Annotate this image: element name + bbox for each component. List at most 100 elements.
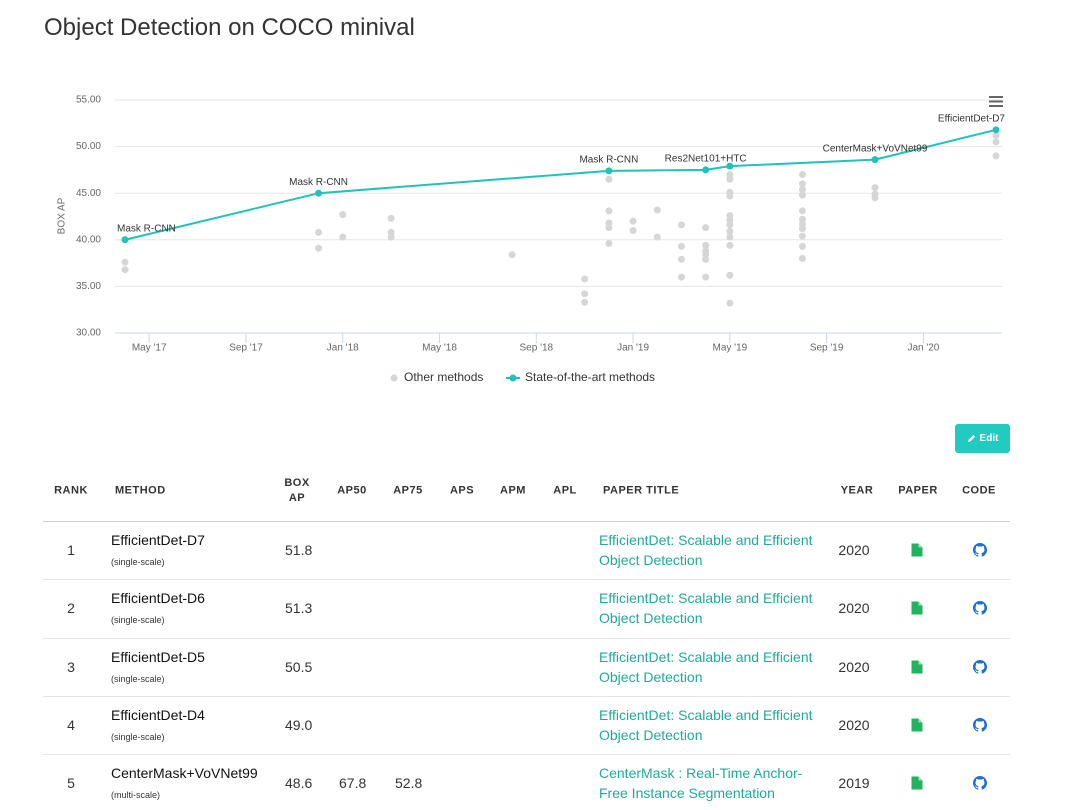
y-tick-label: 35.00 xyxy=(76,281,101,292)
point-label: EfficientDet-D7 xyxy=(938,113,1006,124)
point xyxy=(677,255,685,263)
point xyxy=(653,233,661,241)
legend-item[interactable]: State-of-the-art methods xyxy=(506,370,655,384)
point xyxy=(992,131,1000,139)
method-name[interactable]: EfficientDet-D7 xyxy=(111,532,205,548)
point-label: Res2Net101+HTC xyxy=(665,154,747,165)
column-header: BOX AP xyxy=(284,477,310,504)
code-icon[interactable] xyxy=(973,718,987,732)
rank: 5 xyxy=(67,775,75,791)
ap75: 52.8 xyxy=(395,775,423,791)
rank: 3 xyxy=(67,659,75,675)
point xyxy=(871,184,879,192)
box-ap: 49.0 xyxy=(285,717,313,733)
icon xyxy=(911,776,923,790)
point xyxy=(605,240,613,248)
icon xyxy=(973,660,987,674)
icon xyxy=(973,543,987,557)
paper-title[interactable]: EfficientDet: Scalable and Efficient Obj… xyxy=(599,707,813,743)
paper-icon[interactable] xyxy=(911,718,923,732)
row-separator xyxy=(43,754,1010,755)
chart: 30.00 35.00 40.00 45.00 50.00 55.00 May '17 Sep… xyxy=(57,95,1006,385)
point xyxy=(629,217,637,225)
point xyxy=(702,241,710,249)
icon xyxy=(911,660,923,674)
y-tick-label: 55.00 xyxy=(76,95,101,106)
code-icon[interactable] xyxy=(973,601,987,615)
box-ap: 50.5 xyxy=(285,659,313,675)
paper-icon[interactable] xyxy=(911,543,923,557)
y-tick-label: 50.00 xyxy=(76,141,101,152)
row-separator xyxy=(43,579,1010,580)
method-setting: (multi-scale) xyxy=(111,790,161,800)
method-name[interactable]: CenterMask+VoVNet99 xyxy=(111,765,258,781)
y-tick-label: 40.00 xyxy=(76,234,101,245)
year: 2019 xyxy=(838,775,870,791)
point xyxy=(605,175,613,183)
method-name[interactable]: EfficientDet-D5 xyxy=(111,649,205,665)
rank: 4 xyxy=(67,717,75,733)
point xyxy=(677,221,685,229)
icon xyxy=(973,601,987,615)
paper-icon[interactable] xyxy=(911,776,923,790)
point xyxy=(992,138,1000,146)
paper-title[interactable]: EfficientDet: Scalable and Efficient Obj… xyxy=(599,649,813,685)
pencil-icon xyxy=(967,434,975,443)
edit-button[interactable]: Edit xyxy=(955,424,1010,453)
y-axis-title: BOX AP xyxy=(57,197,68,234)
point xyxy=(726,227,734,235)
point xyxy=(871,194,879,202)
point xyxy=(798,207,806,215)
point xyxy=(121,236,129,244)
ap50: 67.8 xyxy=(339,775,367,791)
method-setting: (single-scale) xyxy=(111,674,165,684)
point xyxy=(677,242,685,250)
x-tick-label: Sep '19 xyxy=(810,343,844,354)
x-tick-label: Jan '18 xyxy=(327,343,359,354)
column-header: METHOD xyxy=(115,484,166,497)
y-tick-label: 30.00 xyxy=(76,328,101,339)
point xyxy=(121,258,129,266)
legend-label: State-of-the-art methods xyxy=(525,370,655,384)
point xyxy=(702,255,710,263)
point xyxy=(798,171,806,179)
paper-title[interactable]: EfficientDet: Scalable and Efficient Obj… xyxy=(599,590,813,626)
row-separator xyxy=(43,696,1010,697)
icon xyxy=(911,543,923,557)
code-icon[interactable] xyxy=(973,543,987,557)
column-header: PAPER xyxy=(898,484,938,497)
edit-label: Edit xyxy=(979,433,999,444)
rank: 1 xyxy=(67,542,75,558)
point-label: Mask R-CNN xyxy=(117,223,176,234)
legend-label: Other methods xyxy=(404,370,483,384)
code-icon[interactable] xyxy=(973,776,987,790)
point xyxy=(726,162,734,170)
paper-title[interactable]: CenterMask : Real-Time Anchor-Free Insta… xyxy=(599,765,803,801)
x-tick-label: May '17 xyxy=(132,343,167,354)
point xyxy=(339,211,347,219)
column-header: APL xyxy=(553,484,577,497)
point xyxy=(508,251,516,259)
point xyxy=(798,191,806,199)
point xyxy=(726,299,734,307)
method-name[interactable]: EfficientDet-D6 xyxy=(111,590,205,606)
menu-icon[interactable] xyxy=(989,96,1003,107)
point xyxy=(121,266,129,274)
code-icon[interactable] xyxy=(973,660,987,674)
point-label: Mask R-CNN xyxy=(579,154,638,165)
point xyxy=(581,275,589,283)
point xyxy=(605,167,613,175)
paper-title[interactable]: EfficientDet: Scalable and Efficient Obj… xyxy=(599,532,813,568)
point xyxy=(726,271,734,279)
paper-icon[interactable] xyxy=(911,601,923,615)
column-header: RANK xyxy=(54,484,88,497)
point xyxy=(653,206,661,214)
method-name[interactable]: EfficientDet-D4 xyxy=(111,707,205,723)
year: 2020 xyxy=(838,659,870,675)
x-tick-label: Jan '19 xyxy=(617,343,649,354)
point xyxy=(726,192,734,200)
legend-item[interactable]: Other methods xyxy=(390,370,484,384)
paper-icon[interactable] xyxy=(911,660,923,674)
icon xyxy=(911,718,923,732)
